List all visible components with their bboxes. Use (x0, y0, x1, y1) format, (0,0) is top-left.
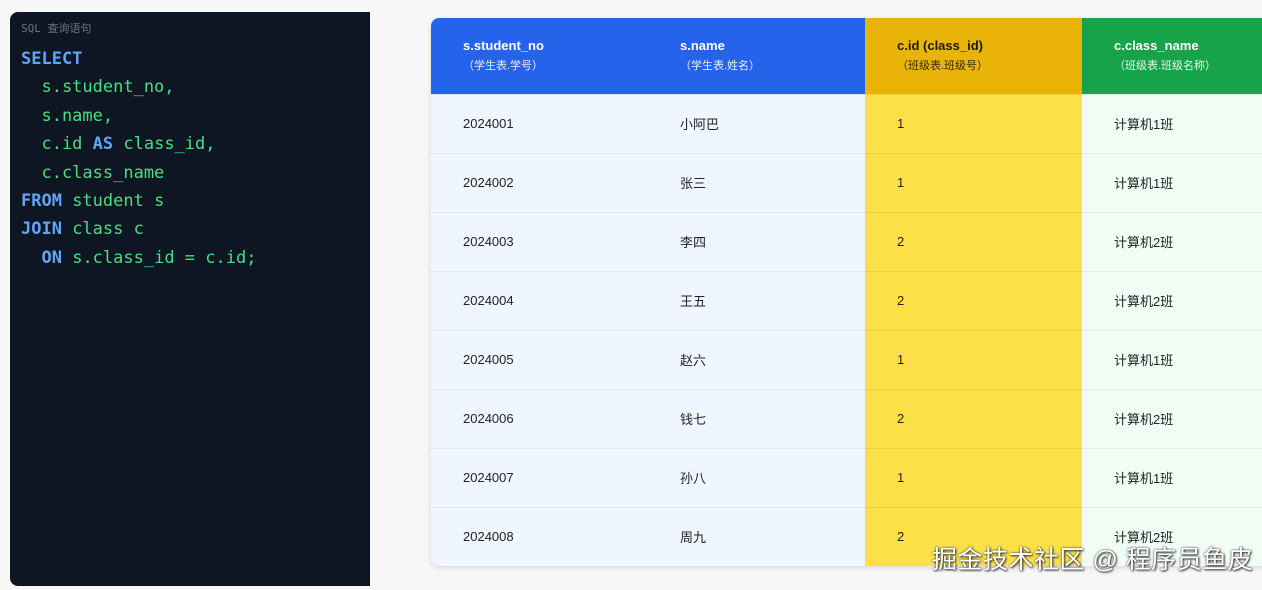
table-cell: 2024005 (431, 329, 648, 389)
table-cell: 赵六 (648, 329, 865, 389)
table-row: 2024005 赵六 1 计算机1班 (431, 329, 1262, 389)
table-cell: 孙八 (648, 447, 865, 507)
table-cell: 计算机1班 (1082, 93, 1262, 153)
code-line: FROM student s (21, 187, 256, 215)
join-result-table: s.student_no （学生表.学号） s.name （学生表.姓名） c.id (… (431, 18, 1262, 566)
table-cell: 1 (865, 447, 1082, 507)
sql-text: class c (61, 219, 144, 240)
column-title: s.student_no (463, 38, 544, 54)
table-cell: 王五 (648, 270, 865, 330)
table-cell: 2 (865, 270, 1082, 330)
table-cell: 钱七 (648, 388, 865, 448)
table-row: 2024007 孙八 1 计算机1班 (431, 447, 1262, 507)
table-cell: 2024008 (431, 506, 648, 566)
table-cell: 2024002 (431, 152, 648, 212)
table-cell: 2024003 (431, 211, 648, 271)
sql-text (21, 248, 41, 268)
table-row: 2024004 王五 2 计算机2班 (431, 270, 1262, 330)
table-cell: 周九 (648, 506, 865, 566)
sql-keyword: JOIN (21, 219, 62, 240)
column-header: c.class_name （班级表.班级名称） (1082, 18, 1262, 94)
code-line: JOIN class c (21, 215, 256, 243)
sql-text: c.class_name (21, 162, 165, 183)
sql-keyword: AS (92, 134, 114, 155)
code-line: ON s.class_id = c.id; (21, 244, 256, 272)
sql-text: s.name, (21, 105, 114, 126)
table-cell: 2024007 (431, 447, 648, 507)
table-cell: 计算机2班 (1082, 506, 1262, 566)
table-cell: 2 (865, 506, 1082, 566)
table-cell: 2 (865, 388, 1082, 448)
code-line: c.class_name (21, 159, 256, 187)
table-cell: 计算机2班 (1082, 388, 1262, 448)
code-panel-label: SQL 查询语句 (21, 22, 92, 35)
table-row: 2024002 张三 1 计算机1班 (431, 152, 1262, 212)
column-header: s.name （学生表.姓名） (648, 18, 865, 94)
table-cell: 计算机1班 (1082, 329, 1262, 389)
table-row: 2024006 钱七 2 计算机2班 (431, 388, 1262, 448)
join-result-table-card: s.student_no （学生表.学号） s.name （学生表.姓名） c.id (… (431, 18, 1262, 566)
sql-keyword: FROM (21, 191, 62, 212)
code-line: s.student_no, (21, 73, 256, 101)
table-row: 2024008 周九 2 计算机2班 (431, 506, 1262, 566)
sql-code-panel: SQL 查询语句 SELECT s.student_no, s.name, c.… (10, 12, 370, 586)
table-cell: 张三 (648, 152, 865, 212)
code-line: c.id AS class_id, (21, 130, 256, 158)
column-title: c.id (class_id) (897, 38, 983, 54)
table-cell: 计算机2班 (1082, 270, 1262, 330)
sql-text: s.class_id = c.id; (61, 247, 257, 268)
table-cell: 计算机2班 (1082, 211, 1262, 271)
watermark: 掘金技术社区 @ 程序员鱼皮 (932, 546, 1254, 574)
table-cell: 2024004 (431, 270, 648, 330)
table-cell: 1 (865, 152, 1082, 212)
code-line: s.name, (21, 102, 256, 130)
sql-text: student s (61, 191, 165, 212)
column-header: s.student_no （学生表.学号） (431, 18, 648, 94)
column-subtitle: （班级表.班级号） (897, 60, 989, 73)
table-cell: 2024001 (431, 93, 648, 153)
sql-text: s.student_no, (21, 77, 175, 98)
table-cell: 2024006 (431, 388, 648, 448)
column-subtitle: （学生表.学号） (463, 60, 544, 73)
sql-text: class_id, (113, 134, 216, 155)
code-line: SELECT (21, 45, 256, 73)
column-title: s.name (680, 38, 725, 54)
table-row: 2024001 小阿巴 1 计算机1班 (431, 93, 1262, 153)
table-header-row: s.student_no （学生表.学号） s.name （学生表.姓名） c.id (… (431, 18, 1262, 94)
table-cell: 1 (865, 93, 1082, 153)
sql-text: c.id (21, 134, 93, 155)
sql-keyword: ON (41, 247, 62, 268)
sql-code: SELECT s.student_no, s.name, c.id AS cla… (21, 45, 256, 272)
table-row: 2024003 李四 2 计算机2班 (431, 211, 1262, 271)
table-cell: 2 (865, 211, 1082, 271)
column-title: c.class_name (1114, 38, 1199, 54)
sql-keyword: SELECT (21, 49, 83, 69)
table-cell: 计算机1班 (1082, 447, 1262, 507)
column-header: c.id (class_id) （班级表.班级号） (865, 18, 1082, 94)
table-cell: 计算机1班 (1082, 152, 1262, 212)
table-cell: 小阿巴 (648, 93, 865, 153)
table-cell: 1 (865, 329, 1082, 389)
column-subtitle: （班级表.班级名称） (1114, 60, 1217, 73)
table-cell: 李四 (648, 211, 865, 271)
column-subtitle: （学生表.姓名） (680, 60, 761, 73)
